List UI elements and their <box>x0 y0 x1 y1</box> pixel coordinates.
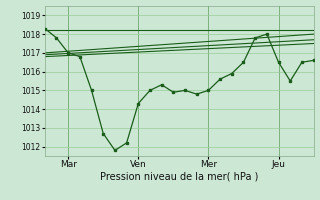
X-axis label: Pression niveau de la mer( hPa ): Pression niveau de la mer( hPa ) <box>100 172 258 182</box>
